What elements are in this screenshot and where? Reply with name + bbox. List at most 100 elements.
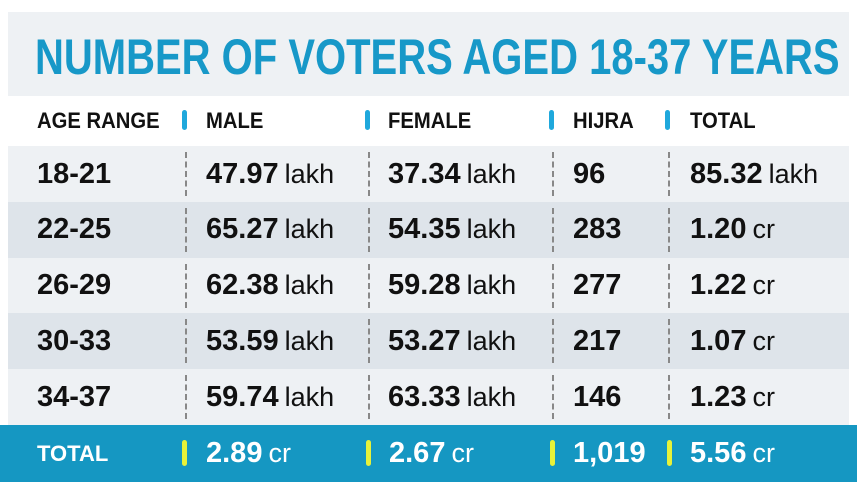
value: 85.32 xyxy=(690,157,763,190)
column-separator xyxy=(185,207,187,252)
column-separator xyxy=(368,319,370,364)
column-separator xyxy=(552,207,554,252)
column-separator xyxy=(368,375,370,420)
value: 2.89 xyxy=(206,437,263,469)
table-row: 34-37 59.74 lakh 63.33 lakh 146 1.23 cr xyxy=(8,369,849,426)
total-cell: 1.23 cr xyxy=(690,369,775,425)
unit: cr xyxy=(752,438,775,468)
column-separator xyxy=(552,375,554,420)
hijra-cell: 277 xyxy=(573,269,622,302)
column-separator xyxy=(368,152,370,196)
total-row: TOTAL 2.89 cr 2.67 cr 1,019 5.56 cr xyxy=(0,425,857,482)
total-separator xyxy=(366,440,371,466)
value: 1.20 xyxy=(690,213,747,246)
total-label: TOTAL xyxy=(37,440,109,466)
column-separator xyxy=(368,263,370,308)
value: 62.38 xyxy=(206,269,279,302)
total-female: 2.67 cr xyxy=(389,425,474,482)
page-title: NUMBER OF VOTERS AGED 18-37 YEARS xyxy=(35,29,840,85)
header-age-range: AGE RANGE xyxy=(37,108,160,133)
table-row: 18-21 47.97 lakh 37.34 lakh 96 85.32 lakh xyxy=(8,146,849,202)
value: 2.67 xyxy=(389,437,446,469)
title-background xyxy=(8,12,849,98)
column-separator xyxy=(368,207,370,252)
column-separator xyxy=(552,263,554,308)
female-cell: 59.28 lakh xyxy=(388,258,516,314)
header-total: TOTAL xyxy=(690,108,756,133)
female-cell: 63.33 lakh xyxy=(388,369,516,425)
total-cell: 85.32 lakh xyxy=(690,146,818,202)
value: 65.27 xyxy=(206,213,279,246)
header-separator xyxy=(665,110,670,130)
age-range-cell: 22-25 xyxy=(37,213,112,246)
value: 1.07 xyxy=(690,324,747,357)
column-separator xyxy=(668,152,670,196)
header-female: FEMALE xyxy=(388,108,472,133)
male-cell: 59.74 lakh xyxy=(206,369,334,425)
unit: lakh xyxy=(768,158,819,189)
column-separator xyxy=(552,152,554,196)
column-separator xyxy=(185,263,187,308)
total-separator xyxy=(550,440,555,466)
total-cell: 1.07 cr xyxy=(690,313,775,369)
unit: lakh xyxy=(284,158,335,189)
female-cell: 53.27 lakh xyxy=(388,313,516,369)
unit: cr xyxy=(752,270,775,301)
unit: cr xyxy=(752,214,775,245)
header-separator xyxy=(365,110,370,130)
female-cell: 54.35 lakh xyxy=(388,202,516,258)
hijra-cell: 217 xyxy=(573,324,622,357)
header-separator xyxy=(549,110,554,130)
hijra-cell: 96 xyxy=(573,157,606,190)
unit: cr xyxy=(268,438,291,468)
total-separator xyxy=(667,440,672,466)
age-range-cell: 18-21 xyxy=(37,157,112,190)
hijra-cell: 146 xyxy=(573,380,622,413)
table-row: 22-25 65.27 lakh 54.35 lakh 283 1.20 cr xyxy=(8,201,849,258)
unit: lakh xyxy=(466,158,517,189)
header-hijra: HIJRA xyxy=(573,108,634,133)
male-cell: 65.27 lakh xyxy=(206,202,334,258)
table-row: 30-33 53.59 lakh 53.27 lakh 217 1.07 cr xyxy=(8,313,849,370)
age-range-cell: 26-29 xyxy=(37,269,112,302)
value: 54.35 xyxy=(388,213,461,246)
header-male: MALE xyxy=(206,108,264,133)
column-separator xyxy=(668,375,670,420)
value: 47.97 xyxy=(206,157,279,190)
male-cell: 62.38 lakh xyxy=(206,258,334,314)
unit: lakh xyxy=(284,325,335,356)
unit: cr xyxy=(752,325,775,356)
unit: lakh xyxy=(284,214,335,245)
age-range-cell: 30-33 xyxy=(37,324,112,357)
total-male: 2.89 cr xyxy=(206,425,291,482)
unit: lakh xyxy=(466,214,517,245)
column-separator xyxy=(185,375,187,420)
total-cell: 1.22 cr xyxy=(690,258,775,314)
hijra-cell: 283 xyxy=(573,213,622,246)
unit: cr xyxy=(451,438,474,468)
total-separator xyxy=(182,440,187,466)
unit: cr xyxy=(752,381,775,412)
unit: lakh xyxy=(466,381,517,412)
value: 37.34 xyxy=(388,157,461,190)
unit: lakh xyxy=(466,270,517,301)
value: 5.56 xyxy=(690,437,747,469)
total-total: 5.56 cr xyxy=(690,425,775,482)
column-separator xyxy=(668,207,670,252)
header-row: AGE RANGE MALE FEMALE HIJRA TOTAL xyxy=(8,96,849,146)
value: 1.23 xyxy=(690,380,747,413)
table-row: 26-29 62.38 lakh 59.28 lakh 277 1.22 cr xyxy=(8,257,849,314)
column-separator xyxy=(552,319,554,364)
total-hijra: 1,019 xyxy=(573,437,646,469)
unit: lakh xyxy=(284,381,335,412)
value: 53.27 xyxy=(388,324,461,357)
header-separator xyxy=(182,110,187,130)
age-range-cell: 34-37 xyxy=(37,380,112,413)
male-cell: 47.97 lakh xyxy=(206,146,334,202)
unit: lakh xyxy=(466,325,517,356)
column-separator xyxy=(668,319,670,364)
unit: lakh xyxy=(284,270,335,301)
column-separator xyxy=(668,263,670,308)
value: 63.33 xyxy=(388,380,461,413)
column-separator xyxy=(185,319,187,364)
